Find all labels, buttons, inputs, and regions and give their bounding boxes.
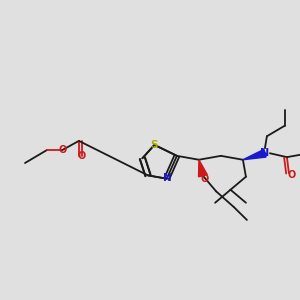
Text: O: O bbox=[78, 151, 86, 161]
Text: O: O bbox=[58, 145, 67, 155]
Polygon shape bbox=[243, 149, 266, 160]
Text: O: O bbox=[288, 170, 296, 180]
Text: S: S bbox=[151, 140, 158, 150]
Text: N: N bbox=[260, 148, 269, 158]
Text: O: O bbox=[201, 174, 209, 184]
Polygon shape bbox=[199, 160, 207, 177]
Text: N: N bbox=[164, 173, 172, 183]
